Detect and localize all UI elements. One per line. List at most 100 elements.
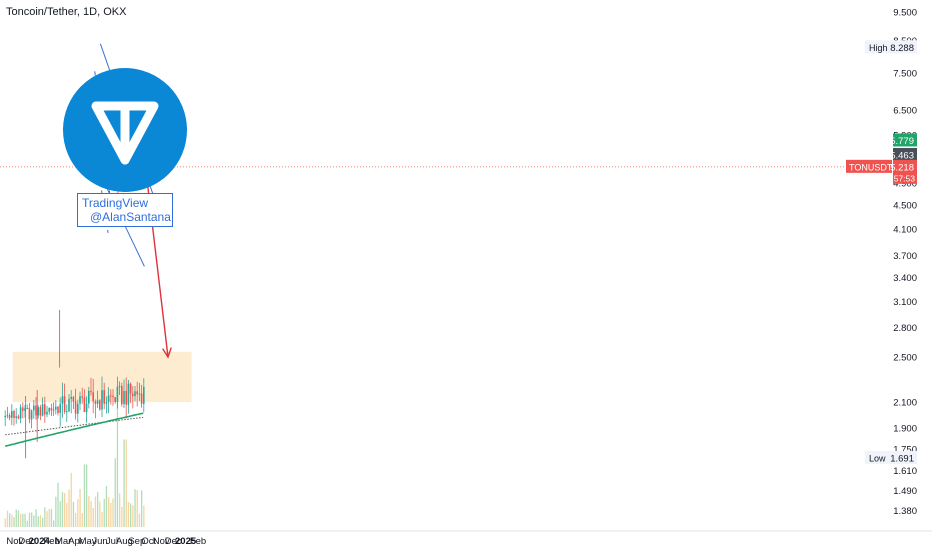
candle-body (30, 410, 33, 420)
candle-body (114, 397, 116, 402)
volume-bar (103, 498, 105, 527)
candle-body (28, 408, 31, 420)
price-label-name: High (869, 43, 888, 53)
price-tick-label: 1.490 (893, 486, 917, 497)
time-tick-label: Aug (116, 536, 133, 547)
candle-body (140, 393, 143, 404)
candle-body (116, 386, 119, 402)
candle-body (72, 396, 75, 402)
candle-body (83, 397, 86, 413)
candle-body (66, 411, 68, 413)
candle-body (63, 396, 66, 412)
price-tick-label: 6.500 (893, 106, 917, 117)
time-tick-label: Jul (106, 536, 118, 547)
candle-body (118, 386, 121, 388)
candle-body (50, 408, 53, 411)
volume-bar (17, 510, 20, 527)
volume-bar (132, 505, 134, 527)
volume-bar (55, 496, 57, 527)
volume-bar (50, 509, 53, 527)
volume-bar (68, 489, 70, 527)
volume-bar (141, 490, 143, 527)
volume-bar (138, 513, 141, 527)
candle-body (61, 396, 64, 404)
volume-bar (110, 502, 112, 527)
time-tick-label: Feb (43, 536, 59, 547)
candle-body (39, 407, 42, 416)
volume-bar (33, 515, 35, 527)
candle-body (79, 396, 81, 404)
candle-body (68, 398, 70, 412)
volume-bar (11, 514, 13, 527)
price-tick-label: 9.500 (893, 8, 917, 19)
candle-body (134, 391, 136, 397)
price-label-name: Low (869, 454, 886, 464)
price-tick-label: 4.100 (893, 225, 917, 236)
volume-bar (70, 472, 72, 527)
watermark-line1: TradingView (82, 196, 149, 210)
volume-bar (72, 501, 75, 527)
volume-bar (61, 492, 64, 527)
volume-bar (112, 498, 114, 527)
volume-bar (64, 493, 66, 527)
volume-bar (37, 516, 39, 527)
volume-bar (42, 517, 44, 527)
candle-body (46, 411, 48, 415)
volume-bar (75, 512, 77, 527)
volume-bar (90, 501, 92, 527)
volume-bar (59, 501, 61, 527)
candle-body (101, 390, 103, 410)
ema-line (5, 412, 144, 447)
countdown-label: 22:57:53 (882, 173, 915, 183)
volume-bar (121, 506, 123, 527)
volume-bar (101, 511, 103, 527)
candle-body (11, 411, 13, 418)
price-label-bg (865, 40, 917, 54)
candle-body (26, 408, 28, 410)
volume-bar (66, 503, 68, 527)
candle-body (121, 386, 123, 405)
time-tick-label: Mar (55, 536, 71, 547)
time-tick-label: 2024 (29, 536, 51, 547)
volume-bar (134, 489, 136, 527)
volume-bar (130, 503, 132, 527)
candle-body (85, 403, 88, 413)
candle-body (57, 406, 59, 413)
time-tick-label: Jun (92, 536, 107, 547)
author-watermark: TradingView @AlanSantana (77, 193, 173, 227)
time-tick-label: Sep (128, 536, 145, 547)
price-tick-label: 3.100 (893, 297, 917, 308)
price-tick-label: 1.610 (893, 466, 917, 477)
volume-bar (108, 497, 110, 527)
candle-body (35, 405, 37, 416)
volume-bar (88, 496, 90, 527)
candle-body (19, 407, 22, 419)
price-label-value: 8.288 (890, 43, 914, 54)
time-tick-label: Nov (153, 536, 170, 547)
volume-bar (116, 402, 119, 527)
volume-bar (94, 496, 97, 527)
volume-bar (31, 512, 33, 527)
volume-bars (4, 402, 145, 527)
price-label-high: High 8.288 (865, 40, 917, 54)
volume-bar (143, 505, 145, 527)
volume-bar (20, 513, 22, 527)
slow-moving-average (5, 416, 144, 436)
volume-bar (77, 499, 79, 527)
candle-body (70, 396, 72, 399)
price-tick-label: 2.800 (893, 323, 917, 334)
toncoin-logo (63, 68, 187, 192)
candle-body (41, 404, 44, 416)
candle-body (44, 404, 46, 415)
volume-bar (83, 464, 86, 527)
time-tick-label: May (79, 536, 97, 547)
time-tick-label: Apr (68, 536, 83, 547)
ema-value-label: 5.779 (890, 136, 914, 147)
candle-body (74, 401, 77, 414)
volume-bar (105, 486, 108, 527)
candle-body (48, 408, 50, 412)
time-tick-label: Dec (165, 536, 182, 547)
candle-body (143, 386, 145, 404)
candles (4, 153, 145, 459)
